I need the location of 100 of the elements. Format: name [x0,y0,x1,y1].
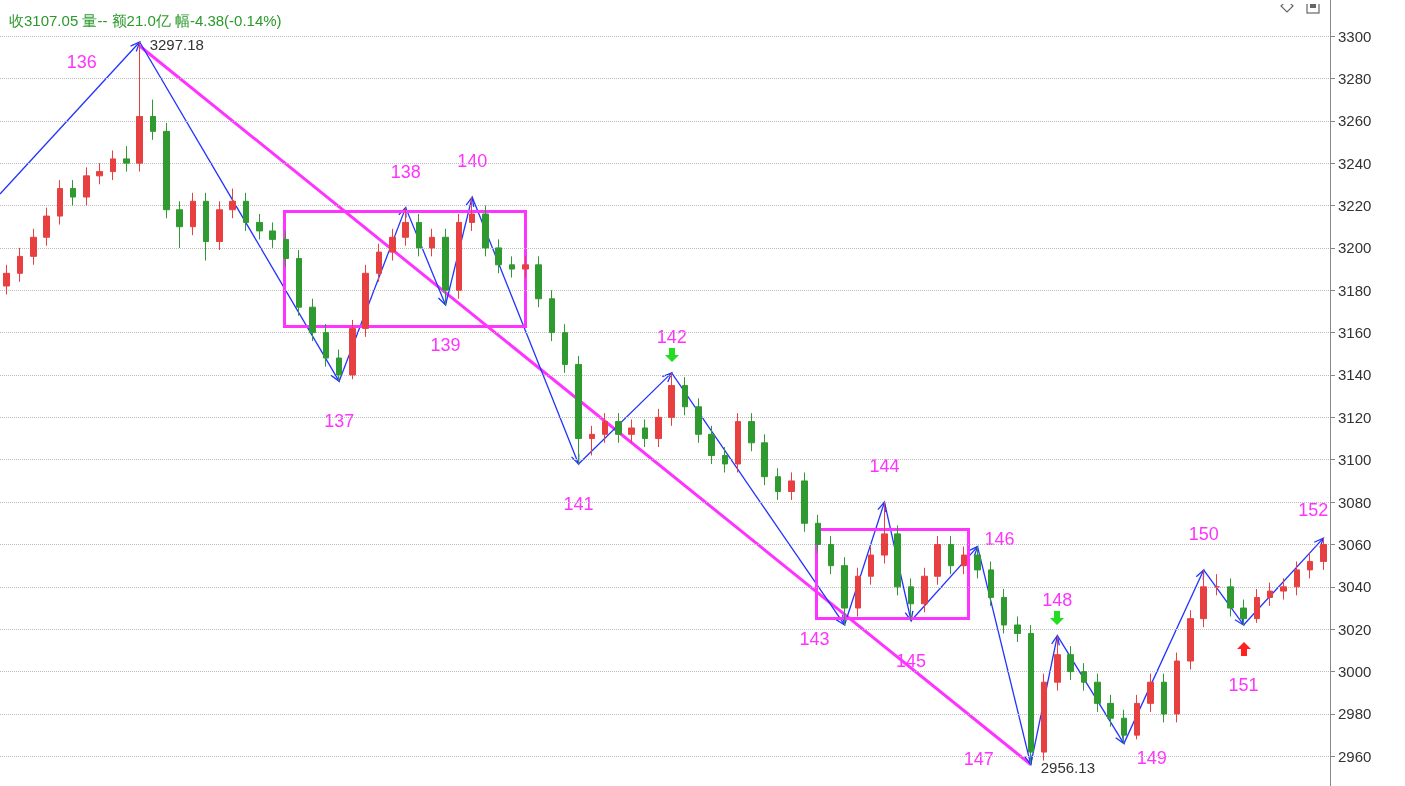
candlestick [1254,588,1260,624]
y-tick-label: 3300 [1338,27,1372,45]
candlestick [881,501,888,565]
y-tick-label: 3060 [1338,535,1372,553]
candlestick [615,412,622,444]
candlestick [735,412,741,473]
candlestick [163,122,170,219]
y-tick-label: 3160 [1338,324,1372,342]
candlestick [589,425,595,456]
candlestick [1028,624,1034,766]
candlestick [934,535,941,586]
annotation: 136 [66,51,97,72]
annotation: 144 [869,456,900,477]
candlestick [429,228,435,257]
candlestick [855,567,861,618]
annotation: 149 [1136,747,1167,768]
candlestick [1227,577,1234,618]
annotation: 2956.13 [1040,759,1095,777]
candlestick [1294,560,1300,596]
candlestick [1307,552,1313,579]
candlestick [1320,537,1327,571]
candlestick [442,228,449,306]
y-tick-label: 3040 [1338,578,1372,596]
candlestick [722,446,728,473]
candlestick [283,230,289,268]
candlestick [482,205,489,257]
candlestick [708,425,715,465]
candlestick [362,264,369,338]
candlestick [1240,599,1247,626]
candlestick [269,221,276,249]
candlestick [509,255,515,279]
candlestick [602,412,608,444]
candlestick [988,560,994,607]
candlestick [775,467,781,501]
candlestick [296,249,302,317]
y-tick-label: 2980 [1338,705,1372,723]
candlestick [522,255,529,279]
y-tick-label: 3240 [1338,154,1372,172]
candlestick [176,200,183,249]
y-tick-label: 3120 [1338,408,1372,426]
annotation: 137 [324,411,355,432]
annotation: 139 [430,335,461,356]
annotation: 138 [390,161,421,182]
candlestick [17,247,23,283]
candlestick [1214,573,1220,596]
candlestick [815,514,821,554]
candlestick [1001,588,1007,634]
y-tick-label: 3000 [1338,663,1372,681]
candlestick [562,323,568,374]
candlestick [828,535,834,575]
candlestick [1280,577,1287,601]
candlestick [30,228,37,266]
candlestick [894,524,901,596]
candlestick [57,179,63,226]
candlestick [961,546,967,575]
candlestick [110,149,116,181]
candlestick [642,418,648,448]
candlestick [1161,673,1167,723]
candlestick [868,546,874,586]
candlestick [1094,673,1101,713]
candlestick [695,397,702,444]
candlestick [948,535,954,575]
candlestick [203,192,209,262]
candlestick [1200,569,1207,628]
candlestick [1067,645,1074,681]
candlestick [136,41,143,173]
candlestick [216,200,223,251]
text: 收3107.05 量-- 额21.0亿 幅-4.38(-0.14%) [9,12,282,29]
y-tick-label: 3100 [1338,451,1372,469]
candlestick [402,207,409,247]
candlestick [668,372,675,427]
y-tick-label: 3220 [1338,197,1372,214]
candlestick [243,192,249,232]
candlestick [123,145,130,173]
candlestick [495,238,502,274]
candlestick [1174,652,1180,723]
y-tick-label: 3140 [1338,366,1372,384]
candlestick [841,556,848,626]
candlestick [974,546,981,579]
candlestick [761,433,768,486]
candlestick [309,298,316,342]
candlestick [150,99,156,141]
y-tick-label: 3020 [1338,620,1372,638]
candlestick [1081,662,1087,692]
candlestick [1014,616,1021,643]
annotation: 147 [963,748,994,769]
candlestick [456,213,462,300]
candlestick [349,319,356,380]
y-tick-label: 3080 [1338,493,1372,511]
y-tick-label: 3280 [1338,69,1372,87]
candlestick [748,412,755,452]
candlestick [3,264,10,295]
candlestick [229,188,236,219]
candlestick [535,255,542,308]
candlestick [416,213,422,257]
candlestick [655,408,662,448]
candlestick [801,471,808,533]
y-tick-label: 3180 [1338,281,1372,299]
annotation: 152 [1298,500,1329,521]
candlestick [788,471,795,501]
